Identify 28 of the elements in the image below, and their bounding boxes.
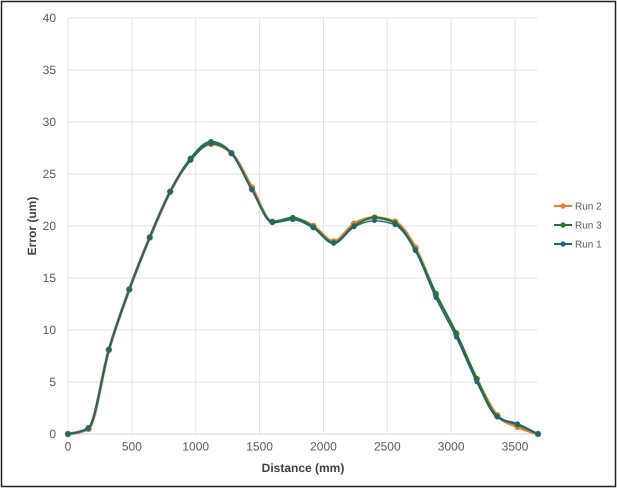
y-tick-label: 10: [42, 322, 56, 337]
point: [454, 335, 459, 340]
point: [392, 222, 398, 228]
x-tick-label: 1500: [246, 440, 274, 454]
y-tick-label: 5: [49, 374, 56, 389]
x-axis-title: Distance (mm): [262, 461, 344, 475]
x-tick-label: 1000: [182, 440, 210, 454]
y-tick-label: 20: [42, 218, 56, 233]
x-tick-label: 2500: [374, 440, 401, 454]
x-tick-label: 3500: [502, 440, 529, 454]
y-tick-label: 0: [49, 426, 56, 441]
y-tick-label: 35: [42, 62, 56, 77]
x-tick-label: 2000: [310, 440, 338, 454]
y-tick-label: 30: [42, 114, 56, 129]
y-tick-label: 40: [42, 10, 56, 25]
x-tick-label: 0: [64, 440, 72, 454]
legend-label: Run 2: [575, 202, 602, 212]
x-tick-label: 500: [122, 440, 142, 454]
legend-label: Run 3: [575, 220, 602, 232]
point: [474, 380, 479, 384]
legend-label: Run 1: [575, 240, 602, 250]
point: [372, 218, 377, 224]
y-tick-label: 15: [42, 270, 56, 285]
point: [434, 296, 438, 300]
y-axis-title: Error (um): [25, 196, 39, 256]
y-tick-label: 25: [42, 166, 56, 181]
point: [290, 218, 296, 222]
x-tick-label: 3000: [438, 440, 465, 454]
